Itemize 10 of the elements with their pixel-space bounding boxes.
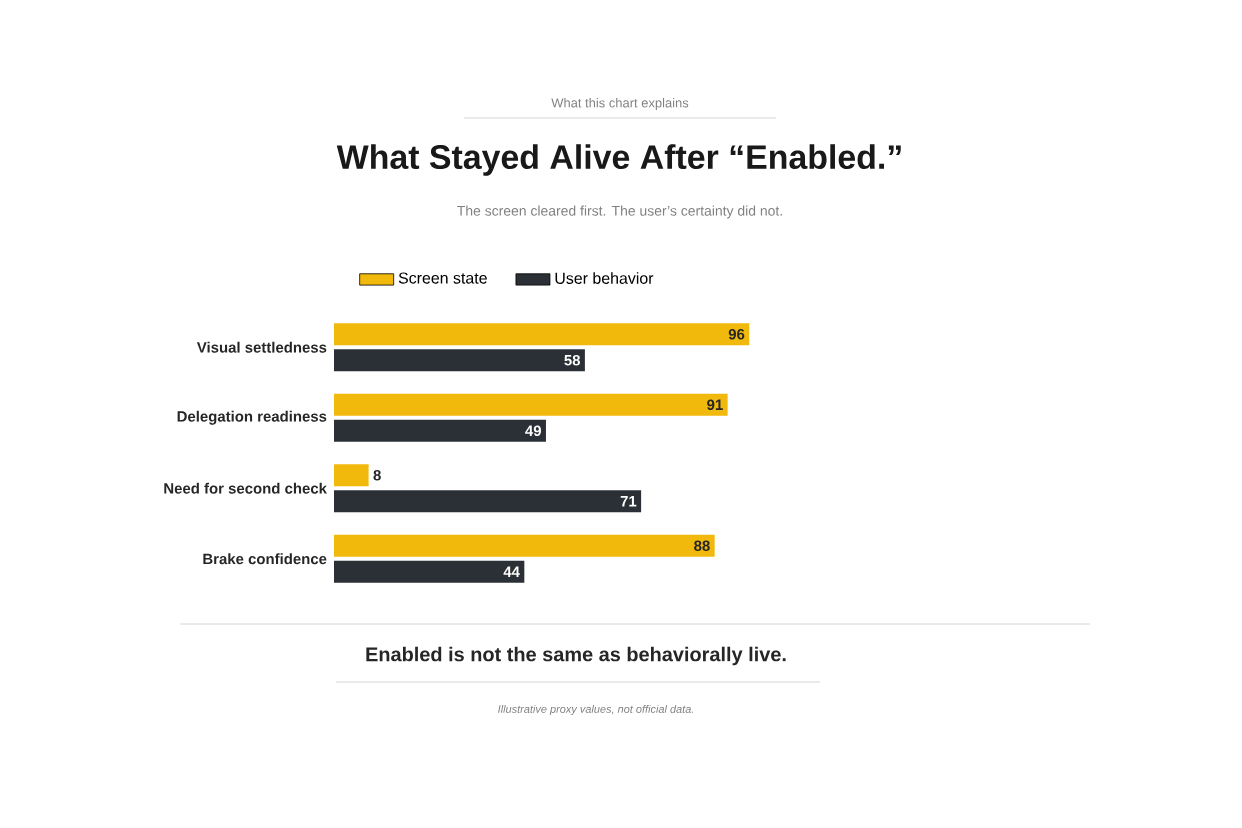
bar: [334, 464, 369, 487]
bar: [334, 560, 525, 583]
bar: [334, 323, 750, 346]
bar: [334, 393, 728, 416]
chart-title: What Stayed Alive After “Enabled.”: [336, 144, 901, 176]
bar: [334, 419, 546, 442]
text: Enabled is not the same as behaviorally live.: [366, 646, 786, 666]
bar: [334, 534, 715, 557]
bar: [334, 490, 642, 513]
bar: [334, 349, 585, 372]
